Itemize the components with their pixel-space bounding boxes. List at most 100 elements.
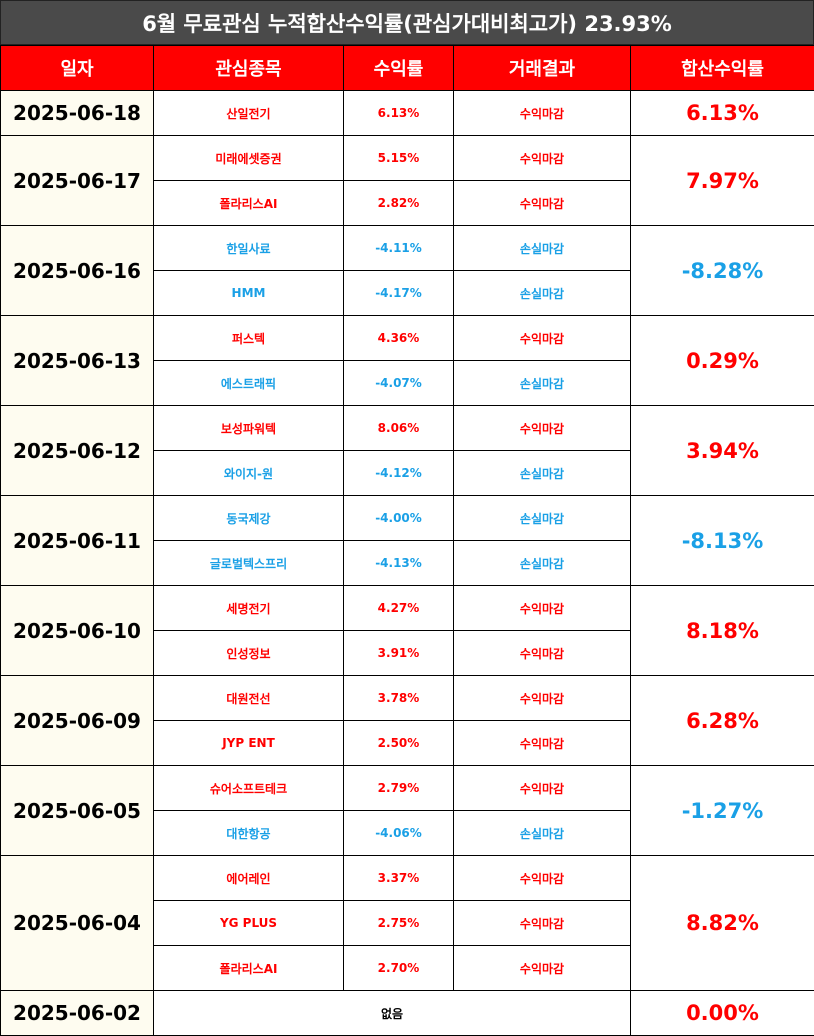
table-row: 폴라리스AI 2.82% 수익마감	[1, 180, 814, 226]
page-title: 6월 무료관심 누적합산수익률(관심가대비최고가) 23.93%	[0, 0, 814, 45]
stock-name-cell: YG PLUS	[153, 900, 344, 946]
rate-cell: 6.13%	[343, 90, 454, 136]
table-row: 글로벌텍스프리 -4.13% 손실마감	[1, 540, 814, 586]
stock-name-cell: 에스트래픽	[153, 360, 344, 406]
header-rate: 수익률	[343, 45, 454, 91]
stock-name-cell: 폴라리스AI	[153, 945, 344, 991]
total-return-cell: 6.13%	[630, 90, 814, 136]
stock-name-cell: 미래에셋증권	[153, 135, 344, 181]
rate-cell: 2.50%	[343, 720, 454, 766]
header-stock: 관심종목	[153, 45, 344, 91]
rate-cell: -4.17%	[343, 270, 454, 316]
result-cell: 수익마감	[453, 405, 631, 451]
table-row: JYP ENT 2.50% 수익마감	[1, 720, 814, 766]
total-return-cell: -8.28%	[630, 225, 814, 316]
total-return-cell: 0.29%	[630, 315, 814, 406]
total-return-cell: 8.82%	[630, 855, 814, 991]
result-cell: 손실마감	[453, 360, 631, 406]
stock-name-cell: 세명전기	[153, 585, 344, 631]
stock-name-cell: HMM	[153, 270, 344, 316]
table-row: 2025-06-10 세명전기 4.27% 수익마감 8.18%	[0, 585, 814, 676]
returns-table: 일자 관심종목 수익률 거래결과 합산수익률 2025-06-18 산일전기 6.1…	[0, 45, 814, 1036]
stock-name-cell: 퍼스텍	[153, 315, 344, 361]
header-total: 합산수익률	[630, 45, 814, 91]
total-return-cell: -1.27%	[630, 765, 814, 856]
date-cell: 2025-06-16	[0, 225, 154, 316]
table-row: 2025-06-13 퍼스텍 4.36% 수익마감 0.29%	[0, 315, 814, 406]
rate-cell: 2.79%	[343, 765, 454, 811]
rate-cell: 2.70%	[343, 945, 454, 991]
stock-name-cell: 에어레인	[153, 855, 344, 901]
table-row: 2025-06-11 동국제강 -4.00% 손실마감 -8.13%	[0, 495, 814, 586]
rate-cell: -4.11%	[343, 225, 454, 271]
table-row: YG PLUS 2.75% 수익마감	[1, 900, 814, 946]
stock-name-cell: 인성정보	[153, 630, 344, 676]
result-cell: 수익마감	[453, 675, 631, 721]
stock-name-cell: 대한항공	[153, 810, 344, 856]
result-cell: 수익마감	[453, 765, 631, 811]
rate-cell: -4.12%	[343, 450, 454, 496]
stock-name-cell: 한일사료	[153, 225, 344, 271]
date-cell: 2025-06-10	[0, 585, 154, 676]
result-cell: 수익마감	[453, 180, 631, 226]
total-return-cell: 3.94%	[630, 405, 814, 496]
result-cell: 수익마감	[453, 90, 631, 136]
table-row: 2025-06-18 산일전기 6.13% 수익마감 6.13%	[0, 90, 814, 136]
result-cell: 손실마감	[453, 225, 631, 271]
result-cell: 손실마감	[453, 270, 631, 316]
result-cell: 수익마감	[453, 855, 631, 901]
rate-cell: 2.75%	[343, 900, 454, 946]
date-cell: 2025-06-17	[0, 135, 154, 226]
table-row: 에스트래픽 -4.07% 손실마감	[1, 360, 814, 406]
stock-name-cell: 슈어소프트테크	[153, 765, 344, 811]
rate-cell: 5.15%	[343, 135, 454, 181]
table-row: 2025-06-02 없음 0.00%	[0, 990, 814, 1036]
stock-name-cell: 대원전선	[153, 675, 344, 721]
result-cell: 손실마감	[453, 450, 631, 496]
total-return-cell: -8.13%	[630, 495, 814, 586]
stock-name-cell: JYP ENT	[153, 720, 344, 766]
result-cell: 손실마감	[453, 540, 631, 586]
date-cell: 2025-06-09	[0, 675, 154, 766]
table-row: 와이지-원 -4.12% 손실마감	[1, 450, 814, 496]
date-cell: 2025-06-18	[0, 90, 154, 136]
result-cell: 손실마감	[453, 810, 631, 856]
stock-name-cell: 동국제강	[153, 495, 344, 541]
result-cell: 수익마감	[453, 945, 631, 991]
result-cell: 손실마감	[453, 495, 631, 541]
date-cell: 2025-06-04	[0, 855, 154, 991]
date-cell: 2025-06-02	[0, 990, 154, 1036]
table-row: 대한항공 -4.06% 손실마감	[1, 810, 814, 856]
result-cell: 수익마감	[453, 315, 631, 361]
stock-name-cell: 폴라리스AI	[153, 180, 344, 226]
total-return-cell: 7.97%	[630, 135, 814, 226]
date-cell: 2025-06-05	[0, 765, 154, 856]
rate-cell: -4.00%	[343, 495, 454, 541]
header-date: 일자	[0, 45, 154, 91]
result-cell: 수익마감	[453, 720, 631, 766]
date-cell: 2025-06-11	[0, 495, 154, 586]
result-cell: 수익마감	[453, 900, 631, 946]
rate-cell: 3.78%	[343, 675, 454, 721]
table-row: 2025-06-05 슈어소프트테크 2.79% 수익마감 -1.27%	[0, 765, 814, 856]
no-entry-cell: 없음	[153, 990, 631, 1036]
rate-cell: 3.91%	[343, 630, 454, 676]
stock-name-cell: 글로벌텍스프리	[153, 540, 344, 586]
table-header-row: 일자 관심종목 수익률 거래결과 합산수익률	[0, 45, 814, 91]
table-row: 폴라리스AI 2.70% 수익마감	[1, 945, 814, 991]
rate-cell: 2.82%	[343, 180, 454, 226]
total-return-cell: 6.28%	[630, 675, 814, 766]
stock-name-cell: 산일전기	[153, 90, 344, 136]
table-row: 2025-06-04 에어레인 3.37% 수익마감 8.82%	[0, 855, 814, 991]
result-cell: 수익마감	[453, 585, 631, 631]
date-cell: 2025-06-12	[0, 405, 154, 496]
table-row: 2025-06-16 한일사료 -4.11% 손실마감 -8.28%	[0, 225, 814, 316]
total-return-cell: 8.18%	[630, 585, 814, 676]
rate-cell: -4.07%	[343, 360, 454, 406]
rate-cell: 8.06%	[343, 405, 454, 451]
rate-cell: 3.37%	[343, 855, 454, 901]
stock-name-cell: 보성파워텍	[153, 405, 344, 451]
rate-cell: 4.36%	[343, 315, 454, 361]
rate-cell: -4.13%	[343, 540, 454, 586]
rate-cell: -4.06%	[343, 810, 454, 856]
